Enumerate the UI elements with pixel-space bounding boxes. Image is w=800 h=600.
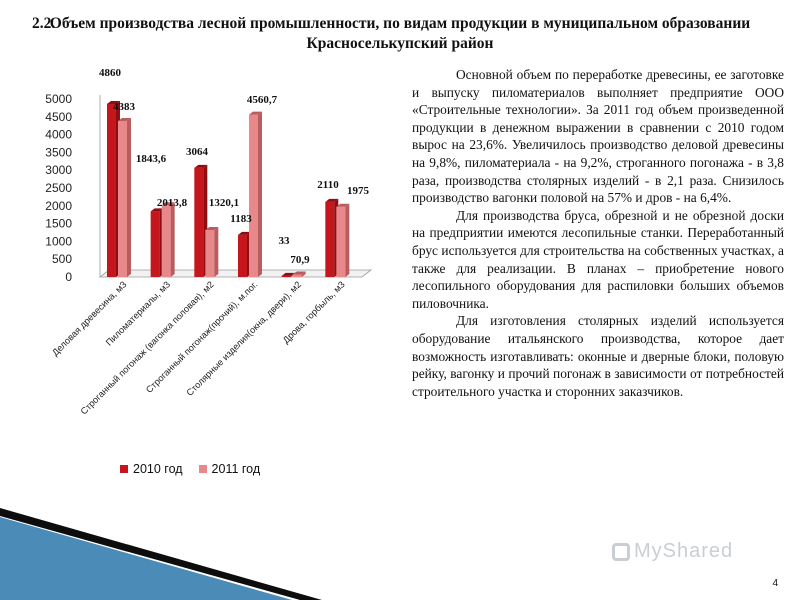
paragraph-3: Для изготовления столярных изделий испол… (412, 313, 784, 399)
y-tick-label: 3000 (45, 163, 72, 177)
data-label: 1975 (347, 185, 370, 197)
paragraph-2: Для производства бруса, обрезной и не об… (412, 207, 784, 311)
bar-top (237, 231, 251, 235)
y-tick-label: 0 (65, 270, 72, 284)
slide-body-text: Основной объем по переработке древесины,… (412, 66, 784, 400)
bar-side (214, 227, 219, 277)
bar-chart: 0 500 1000 1500 2000 2500 3000 3500 4000 4500 5000… (45, 67, 373, 417)
y-tick-label: 1500 (45, 217, 72, 231)
y-tick-label: 5000 (45, 92, 72, 106)
bar-front (325, 201, 335, 277)
title-text: Объем производства лесной промышленности… (49, 15, 751, 52)
bar-top (194, 164, 208, 168)
legend-item-2011: 2011 год (198, 462, 261, 476)
bar-top (117, 117, 131, 121)
bar-front (117, 120, 127, 277)
category-label: Деловая древесина, м3 (50, 279, 128, 357)
y-tick-label: 3500 (45, 145, 72, 159)
y-tick-label: 2500 (45, 181, 72, 195)
title-number: 2.2. (32, 15, 56, 32)
chart-legend: 2010 год 2011 год (120, 462, 260, 476)
y-tick-label: 4500 (45, 110, 72, 124)
bar-front (336, 206, 346, 277)
bar-top (281, 272, 295, 276)
dark-diagonal-stripe (0, 508, 322, 600)
bar-front (292, 274, 302, 277)
data-label: 4560,7 (247, 94, 278, 106)
data-label: 33 (279, 235, 291, 247)
bar-front (205, 230, 215, 277)
legend-item-2010: 2010 год (120, 462, 183, 476)
bar-front (150, 211, 160, 277)
bar-side (170, 202, 175, 277)
watermark-text: MyShared (634, 540, 734, 562)
bar-top (325, 198, 339, 202)
data-label: 3064 (186, 146, 209, 158)
bar-top (248, 111, 262, 115)
watermark: MyShared (612, 540, 733, 563)
bar-top (336, 203, 350, 207)
data-label: 4860 (99, 67, 122, 79)
data-label: 1843,6 (136, 153, 167, 165)
bar-side (301, 271, 306, 277)
bar-side (257, 111, 262, 278)
paragraph-1: Основной объем по переработке древесины,… (412, 67, 784, 206)
y-tick-label: 500 (52, 252, 72, 266)
page-number: 4 (772, 578, 778, 589)
bar-top (205, 227, 219, 231)
data-label: 4383 (113, 101, 136, 113)
legend-label-2011: 2011 год (211, 462, 261, 476)
data-label: 1320,1 (209, 197, 239, 209)
legend-swatch-2010 (120, 465, 128, 473)
y-tick-label: 4000 (45, 128, 72, 142)
bar-top (292, 271, 306, 275)
bar-front (106, 103, 116, 277)
watermark-logo-icon (612, 543, 630, 561)
bar-front (161, 205, 171, 277)
slide-title: 2.2. Объем производства лесной промышлен… (20, 14, 780, 54)
bar-side (126, 117, 131, 277)
legend-label-2010: 2010 год (133, 462, 183, 476)
bar-top (161, 202, 175, 206)
data-label: 70,9 (290, 254, 310, 266)
y-tick-label: 1000 (45, 234, 72, 248)
data-label: 1183 (230, 213, 252, 225)
data-label: 2013,8 (157, 197, 188, 209)
bar-top (106, 100, 120, 104)
bar-front (281, 275, 291, 277)
bar-front (194, 167, 204, 277)
legend-swatch-2011 (198, 465, 207, 473)
y-tick-label: 2000 (45, 199, 72, 213)
blue-diagonal-stripe (0, 517, 292, 600)
bar-front (248, 114, 258, 278)
data-label: 2110 (317, 179, 339, 191)
bar-side (345, 203, 350, 277)
bar-front (237, 234, 247, 277)
bar-top (150, 208, 164, 212)
